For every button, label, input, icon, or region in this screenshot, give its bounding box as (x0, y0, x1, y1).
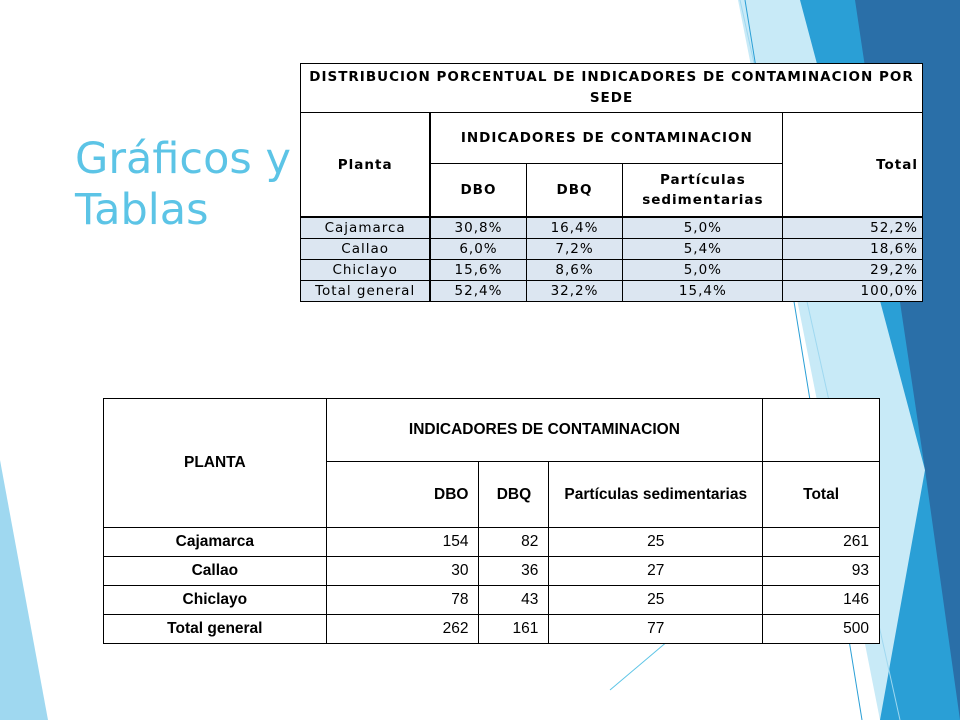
table-row: Callao 30 36 27 93 (103, 556, 880, 586)
slide-title-line-2: Tablas (75, 185, 209, 235)
dbq-cell: 16,4% (525, 216, 624, 239)
particulas-cell: 15,4% (622, 280, 784, 302)
dbq-cell: 161 (478, 614, 550, 644)
slide-title-line-1: Gráficos y (75, 134, 291, 184)
percent-distribution-table: DISTRIBUCION PORCENTUAL DE INDICADORES D… (300, 63, 923, 302)
dbo-cell: 78 (325, 585, 480, 615)
dbo-cell: 15,6% (429, 259, 527, 281)
planta-cell: Callao (300, 238, 432, 260)
planta-cell: Total general (300, 280, 432, 302)
dbo-cell: 262 (325, 614, 480, 644)
empty-header-cell (762, 398, 880, 462)
table-row: Chiclayo 15,6% 8,6% 5,0% 29,2% (300, 259, 923, 281)
total-cell: 100,0% (782, 280, 923, 302)
dbo-cell: 6,0% (429, 238, 527, 260)
table-title: DISTRIBUCION PORCENTUAL DE INDICADORES D… (300, 63, 923, 113)
left-accent-shape (0, 460, 48, 720)
dbq-cell: 7,2% (525, 238, 624, 260)
dbo-cell: 52,4% (429, 280, 527, 302)
planta-cell: Cajamarca (300, 216, 432, 239)
table-row: Chiclayo 78 43 25 146 (103, 585, 880, 615)
total-cell: 52,2% (782, 216, 923, 239)
particulas-cell: 5,0% (622, 259, 784, 281)
total-cell: 146 (762, 585, 880, 615)
total-cell: 29,2% (782, 259, 923, 281)
count-table: PLANTA INDICADORES DE CONTAMINACION DBO … (103, 398, 880, 644)
indicators-group-header: INDICADORES DE CONTAMINACION (429, 112, 784, 164)
total-cell: 93 (762, 556, 880, 586)
table-row: Cajamarca 30,8% 16,4% 5,0% 52,2% (300, 216, 923, 239)
particulas-cell: 77 (548, 614, 764, 644)
particulas-header: Partículas sedimentarias (622, 163, 784, 218)
particulas-cell: 27 (548, 556, 764, 586)
dbo-cell: 154 (325, 527, 480, 557)
total-cell: 18,6% (782, 238, 923, 260)
table-row: Cajamarca 154 82 25 261 (103, 527, 880, 557)
slide-title: Gráficos y Tablas (75, 134, 291, 236)
particulas-cell: 25 (548, 527, 764, 557)
dbo-header: DBO (429, 163, 527, 218)
dbo-cell: 30 (325, 556, 480, 586)
particulas-header: Partículas sedimentarias (548, 461, 764, 528)
dbo-cell: 30,8% (429, 216, 527, 239)
dbq-cell: 43 (478, 585, 550, 615)
dbq-cell: 32,2% (525, 280, 624, 302)
right-dark-shape (855, 0, 960, 720)
indicators-group-header: INDICADORES DE CONTAMINACION (325, 398, 764, 462)
dbo-header: DBO (325, 461, 480, 528)
dbq-cell: 82 (478, 527, 550, 557)
table-row-total: Total general 52,4% 32,2% 15,4% 100,0% (300, 280, 923, 302)
particulas-cell: 25 (548, 585, 764, 615)
planta-cell: Chiclayo (300, 259, 432, 281)
particulas-cell: 5,0% (622, 216, 784, 239)
planta-header: PLANTA (103, 398, 327, 528)
total-cell: 261 (762, 527, 880, 557)
total-header: Total (762, 461, 880, 528)
dbq-cell: 8,6% (525, 259, 624, 281)
planta-cell: Chiclayo (103, 585, 327, 615)
total-cell: 500 (762, 614, 880, 644)
planta-header: Planta (300, 112, 432, 218)
dbq-header: DBQ (525, 163, 624, 218)
planta-cell: Cajamarca (103, 527, 327, 557)
particulas-cell: 5,4% (622, 238, 784, 260)
planta-cell: Callao (103, 556, 327, 586)
planta-cell: Total general (103, 614, 327, 644)
table-row-total: Total general 262 161 77 500 (103, 614, 880, 644)
total-header: Total (782, 112, 923, 218)
table-row: Callao 6,0% 7,2% 5,4% 18,6% (300, 238, 923, 260)
dbq-cell: 36 (478, 556, 550, 586)
dbq-header: DBQ (478, 461, 550, 528)
